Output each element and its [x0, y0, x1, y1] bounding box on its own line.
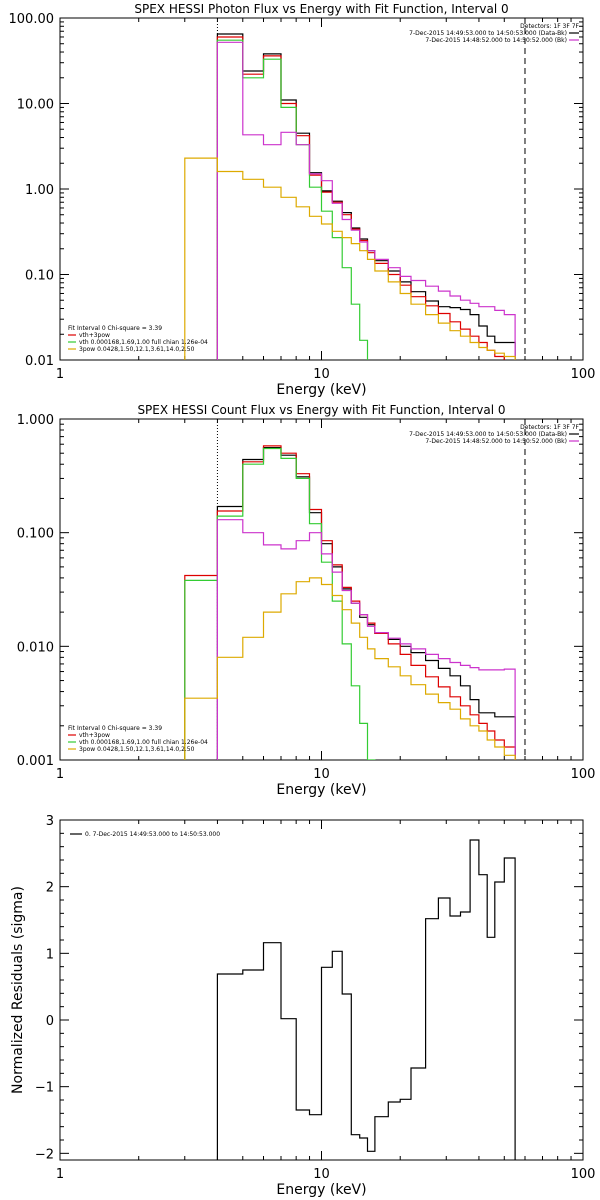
y-tick-label: 100.00 — [9, 12, 55, 27]
series-line — [216, 36, 505, 360]
fit-legend-label: 3pow 0.0428,1.50,12.1,3.61,14.0,2.50 — [79, 346, 195, 353]
y-tick-label: 0.10 — [25, 269, 54, 284]
legend-item-label: 7-Dec-2015 14:48:52.000 to 14:50:52.000 … — [425, 37, 567, 44]
x-tick-label: 10 — [313, 1167, 330, 1182]
x-tick-label: 100 — [571, 367, 596, 382]
fit-legend-label: vth+3pow — [79, 732, 110, 739]
y-axis-label: Normalized Residuals (sigma) — [10, 886, 26, 1094]
y-tick-label: 1 — [46, 947, 54, 962]
y-tick-label: 0.001 — [17, 754, 54, 769]
series-line — [216, 41, 516, 360]
x-tick-label: 10 — [313, 767, 330, 782]
legend-header: Detectors: 1F 3F 7F — [520, 23, 579, 30]
y-tick-label: 0 — [46, 1014, 54, 1029]
y-tick-label: 3 — [46, 814, 54, 829]
x-axis-label: Energy (keV) — [276, 382, 366, 398]
series-line — [216, 447, 516, 760]
fit-legend-label: 3pow 0.0428,1.50,12.1,3.61,14.0,2.50 — [79, 746, 195, 753]
y-tick-label: 1.000 — [17, 413, 54, 428]
y-tick-label: 0.010 — [17, 640, 54, 655]
chart-title: SPEX HESSI Count Flux vs Energy with Fit… — [137, 403, 505, 417]
y-tick-label: 0.01 — [25, 354, 54, 369]
fit-legend-label: vth+3pow — [79, 332, 110, 339]
series-line — [216, 519, 516, 760]
legend-item-label: 7-Dec-2015 14:49:53.000 to 14:50:53.000 … — [409, 30, 567, 37]
fit-legend-header: Fit Interval 0 Chi-square = 3.39 — [68, 725, 162, 732]
y-tick-label: 10.00 — [17, 98, 54, 113]
y-tick-label: 0.100 — [17, 527, 54, 542]
legend-item-label: 0. 7-Dec-2015 14:49:53.000 to 14:50:53.0… — [85, 831, 220, 838]
x-tick-label: 1 — [56, 1167, 64, 1182]
series-line — [184, 157, 516, 360]
y-tick-label: −2 — [35, 1147, 54, 1162]
x-tick-label: 100 — [571, 767, 596, 782]
legend-header: Detectors: 1F 3F 7F — [520, 424, 579, 431]
series-line — [184, 577, 516, 760]
fit-legend-header: Fit Interval 0 Chi-square = 3.39 — [68, 325, 162, 332]
fit-legend-label: vth 0.000168,1.69,1.00 full chian 1.26e-… — [79, 739, 208, 746]
legend-item-label: 7-Dec-2015 14:48:52.000 to 14:50:52.000 … — [425, 438, 567, 445]
x-tick-label: 1 — [56, 767, 64, 782]
x-tick-label: 100 — [571, 1167, 596, 1182]
chart-title: SPEX HESSI Photon Flux vs Energy with Fi… — [134, 2, 508, 16]
legend-item-label: 7-Dec-2015 14:49:53.000 to 14:50:53.000 … — [409, 431, 567, 438]
y-tick-label: 1.00 — [25, 183, 54, 198]
fit-legend-label: vth 0.000168,1.69,1.00 full chian 1.26e-… — [79, 339, 208, 346]
x-tick-label: 10 — [313, 367, 330, 382]
series-line — [216, 839, 516, 1160]
x-axis-label: Energy (keV) — [276, 1182, 366, 1198]
series-line — [184, 445, 516, 760]
x-axis-label: Energy (keV) — [276, 782, 366, 798]
series-line — [216, 33, 516, 360]
x-tick-label: 1 — [56, 367, 64, 382]
series-line — [184, 447, 376, 760]
plot-frame — [59, 418, 584, 761]
y-tick-label: 2 — [46, 881, 54, 896]
y-tick-label: −1 — [35, 1081, 54, 1096]
